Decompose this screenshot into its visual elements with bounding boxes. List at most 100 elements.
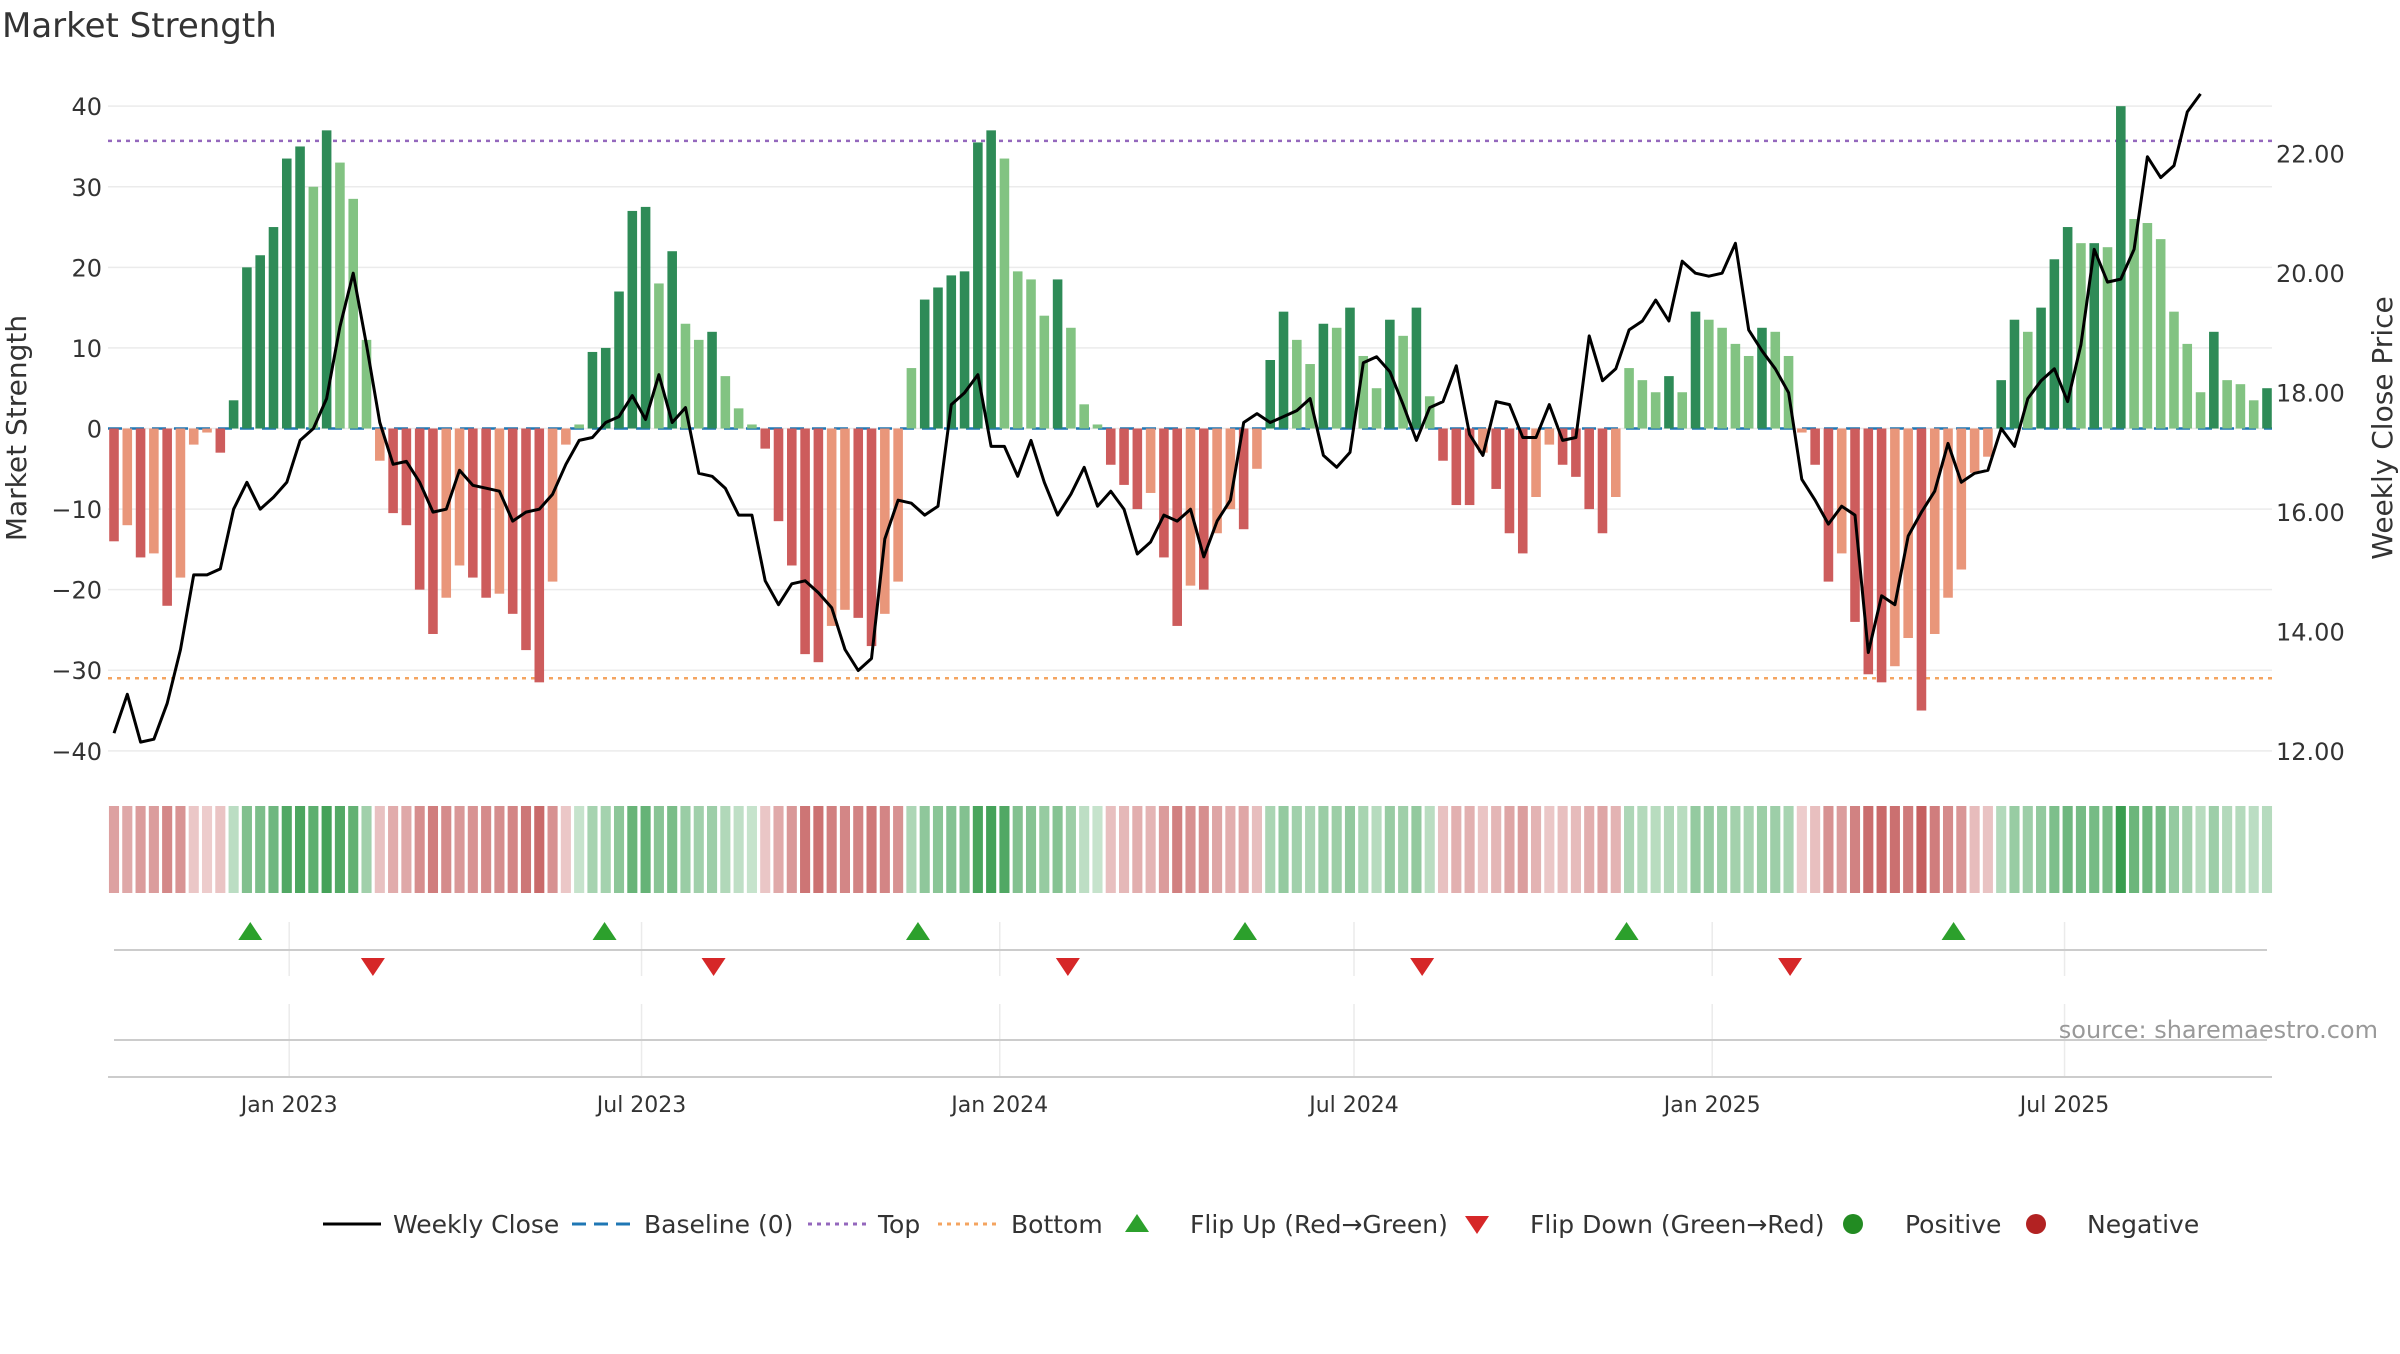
ribbon-cell-positive [2248,806,2259,893]
ribbon-cell-positive [2062,806,2073,893]
bar-negative [1159,428,1169,558]
y-axis-label: Market Strength [0,315,33,541]
ribbon-cell-negative [826,806,837,893]
ribbon-cell-negative [1956,806,1967,893]
bar-positive [1305,364,1315,429]
bar-positive [1039,315,1050,429]
bar-positive [2049,259,2060,429]
y-tick-label: 40 [71,93,102,121]
legend-item: Flip Down (Green→Red) [1465,1210,1825,1239]
ribbon-cell-positive [1677,806,1688,893]
ribbon-cell-negative [1477,806,1488,893]
bar-negative [1584,428,1594,510]
ribbon-cell-negative [374,806,385,893]
ribbon-cell-negative [547,806,558,893]
bar-negative [1199,428,1209,590]
ribbon-cell-positive [1398,806,1409,893]
bar-positive [1358,355,1369,429]
bar-positive [268,227,279,429]
ribbon-cell-positive [1424,806,1435,893]
ribbon-cell-negative [1584,806,1595,893]
flip-up-marker [905,922,930,940]
ribbon-cell-positive [1358,806,1369,893]
bar-negative [1823,428,1834,582]
ribbon-cell-negative [520,806,532,893]
bar-positive [627,210,638,429]
ribbon-cell-negative [1597,806,1608,893]
bar-negative [1517,428,1528,554]
ribbon-cell-negative [1185,806,1196,893]
ribbon-cell-positive [746,806,757,893]
bar-negative [175,428,186,578]
ribbon-cell-negative [481,806,492,893]
ribbon-cell-positive [268,806,279,893]
ribbon-cell-negative [813,806,824,893]
y-tick-label: −20 [51,577,102,605]
ribbon-cell-positive [1278,806,1289,893]
ribbon-cell-negative [1238,806,1249,893]
ribbon-cell-positive [1052,806,1063,893]
bar-negative [1105,428,1116,465]
bar-positive [1345,307,1355,429]
bar-positive [348,198,359,429]
ribbon-cell-positive [1411,806,1422,893]
ribbon-cell-positive [2261,806,2273,893]
bar-negative [1145,428,1156,493]
ribbon-cell-positive [2115,806,2126,893]
bar-positive [2222,380,2232,429]
ribbon-cell-negative [1570,806,1581,893]
bar-negative [162,428,172,606]
legend-label: Weekly Close [393,1210,559,1239]
ribbon-cell-negative [800,806,811,893]
bar-positive [335,162,345,429]
bar-positive [587,351,598,429]
ribbon-cell-positive [574,806,585,893]
bar-negative [1212,428,1222,534]
legend-label: Bottom [1011,1210,1103,1239]
bar-positive [2116,106,2126,429]
bar-negative [122,428,133,526]
bar-positive [2169,311,2179,429]
bar-positive [1664,376,1674,429]
bar-negative [375,428,385,461]
ribbon-cell-negative [122,806,133,893]
bar-positive [733,408,744,429]
bar-positive [1371,388,1382,429]
bar-negative [1929,428,1940,634]
ribbon-cell-negative [175,806,186,893]
ribbon-cell-negative [1889,806,1900,893]
ribbon-cell-positive [1012,806,1023,893]
ribbon-cell-negative [188,806,199,893]
bar-positive [2195,392,2206,429]
bar-negative [1610,428,1621,497]
ribbon-cell-negative [1172,806,1183,893]
bar-positive [707,331,717,429]
bar-negative [826,428,837,626]
bar-positive [680,323,691,429]
bar-positive [614,291,624,429]
ribbon-cell-positive [1065,806,1076,893]
legend-item: Negative [2026,1210,2199,1239]
bar-negative [1916,428,1927,711]
ribbon-cell-positive [2022,806,2033,893]
ribbon-cell-positive [1756,806,1768,893]
ribbon-cell-negative [1823,806,1834,893]
ribbon-cell-positive [1384,806,1395,893]
bar-negative [494,428,505,594]
ribbon-cell-negative [215,806,226,893]
ribbon-cell-negative [1969,806,1980,893]
ribbon-cell-positive [2075,806,2086,893]
bar-negative [414,428,425,590]
bar-negative [1132,428,1143,510]
bar-positive [1331,327,1342,429]
bar-positive [1292,339,1302,429]
price-line-group [112,93,2202,744]
bar-negative [1557,428,1568,465]
flip-up-marker [1614,922,1639,940]
ribbon-cell-negative [388,806,399,893]
bar-positive [308,186,319,429]
x-tick-label: Jul 2025 [2018,1093,2110,1118]
ribbon-cell-negative [1464,806,1475,893]
flip-down-marker [701,958,726,976]
